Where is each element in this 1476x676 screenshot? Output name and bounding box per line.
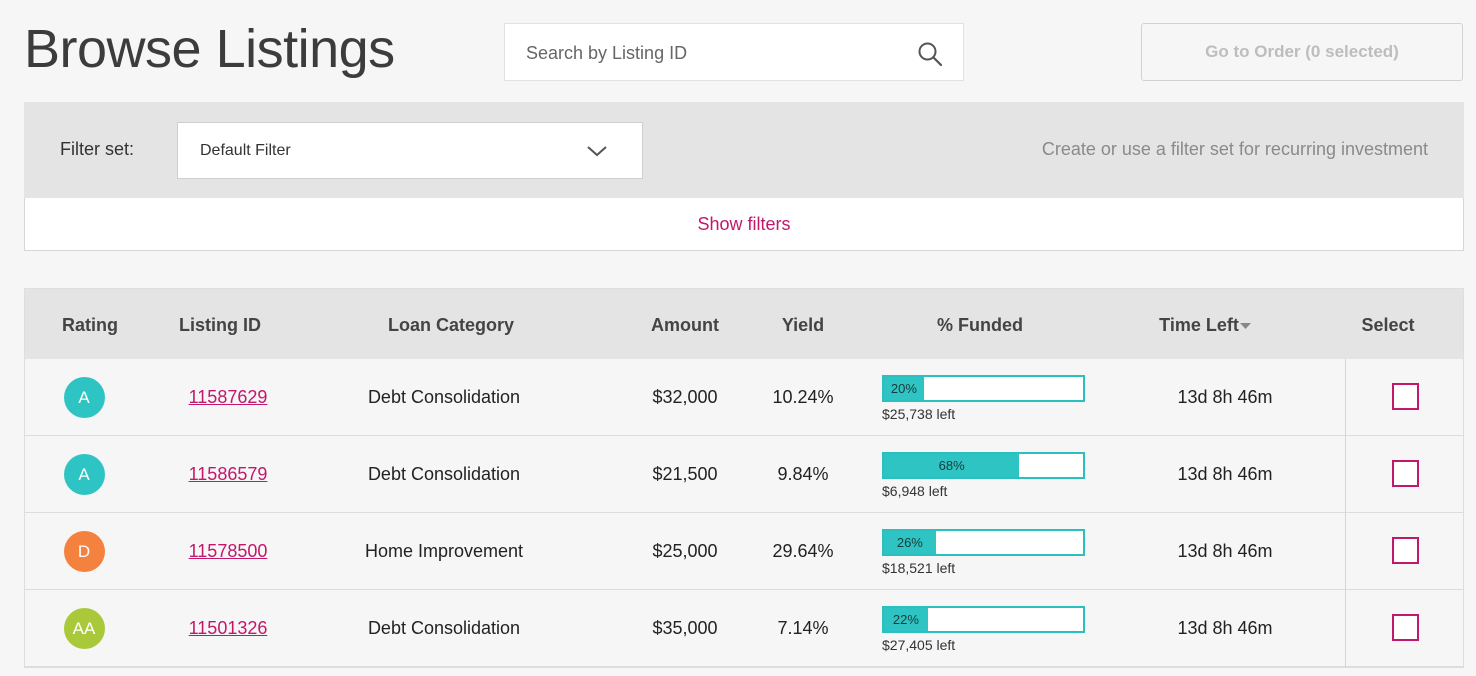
rating-badge: AA: [63, 608, 105, 649]
select-checkbox[interactable]: [1392, 383, 1419, 410]
search-icon[interactable]: [917, 41, 943, 67]
funded-progress-bar: 20%: [882, 375, 1085, 402]
column-header-listing-id[interactable]: Listing ID: [179, 315, 261, 335]
amount-left: $18,521 left: [882, 560, 956, 576]
funded-percent: 68%: [938, 458, 965, 473]
time-left-cell: 13d 8h 46m: [1177, 618, 1273, 638]
filter-set-dropdown[interactable]: Default Filter: [177, 122, 643, 179]
time-left-cell: 13d 8h 46m: [1177, 541, 1273, 561]
select-checkbox[interactable]: [1392, 537, 1419, 564]
time-left-cell: 13d 8h 46m: [1177, 387, 1273, 407]
funded-progress-fill: [884, 531, 937, 554]
listing-id-cell: 11578500: [165, 513, 291, 590]
table-row: AA 11501326 Debt Consolidation $35,000 7…: [25, 590, 1463, 667]
funded-progress-bar: 68%: [882, 452, 1085, 479]
sort-down-icon: [1239, 323, 1251, 330]
rating-cell: D: [25, 513, 143, 590]
rating-cell: A: [25, 436, 143, 513]
column-header-time-left: Time Left: [1159, 315, 1239, 335]
funded-cell: 26% $18,521 left: [882, 529, 1087, 576]
funded-percent: 26%: [896, 535, 923, 550]
loan-category-cell: Home Improvement: [364, 541, 524, 561]
rating-cell: AA: [25, 590, 143, 667]
funded-percent: 22%: [892, 612, 919, 627]
filter-set-value: Default Filter: [200, 142, 291, 159]
rating-label: AA: [72, 618, 96, 638]
amount-cell: $25,000: [652, 541, 718, 561]
listing-id-link[interactable]: 11587629: [188, 387, 268, 407]
amount-left: $25,738 left: [882, 406, 956, 422]
column-header-select: Select: [1361, 315, 1415, 335]
column-header-time-left-wrap[interactable]: Time Left: [1145, 289, 1265, 359]
listing-id-link[interactable]: 11501326: [188, 618, 268, 638]
time-left-cell: 13d 8h 46m: [1177, 464, 1273, 484]
column-header-funded[interactable]: % Funded: [937, 315, 1023, 335]
column-header-amount[interactable]: Amount: [651, 315, 719, 335]
filter-bar: Filter set: Default Filter Create or use…: [24, 102, 1464, 198]
filter-set-label: Filter set:: [60, 139, 135, 159]
yield-cell: 10.24%: [772, 387, 834, 407]
listing-id-link[interactable]: 11578500: [188, 541, 268, 561]
funded-progress-fill: [884, 377, 925, 400]
funded-progress-bar: 22%: [882, 606, 1085, 633]
listing-id-cell: 11586579: [165, 436, 291, 513]
funded-cell: 22% $27,405 left: [882, 606, 1087, 653]
funded-progress-fill: [884, 454, 1021, 477]
yield-cell: 29.64%: [772, 541, 834, 561]
amount-left: $6,948 left: [882, 483, 948, 499]
amount-cell: $21,500: [652, 464, 718, 484]
table-row: A 11586579 Debt Consolidation $21,500 9.…: [25, 436, 1463, 513]
select-checkbox[interactable]: [1392, 614, 1419, 641]
listing-id-cell: 11501326: [165, 590, 291, 667]
search-input[interactable]: [524, 24, 908, 82]
loan-category-cell: Debt Consolidation: [367, 618, 521, 638]
select-cell: [1345, 513, 1465, 590]
amount-cell: $35,000: [652, 618, 718, 638]
chevron-down-icon: [587, 146, 607, 157]
rating-label: A: [78, 387, 90, 407]
funded-percent: 20%: [890, 381, 917, 396]
page-title: Browse Listings: [24, 19, 395, 79]
amount-cell: $32,000: [652, 387, 718, 407]
loan-category-cell: Debt Consolidation: [367, 387, 521, 407]
select-cell: [1345, 436, 1465, 513]
column-header-loan-category[interactable]: Loan Category: [387, 315, 515, 335]
yield-cell: 9.84%: [777, 464, 829, 484]
table-row: A 11587629 Debt Consolidation $32,000 10…: [25, 359, 1463, 436]
loan-category-cell: Debt Consolidation: [367, 464, 521, 484]
go-to-order-button[interactable]: Go to Order (0 selected): [1141, 23, 1463, 81]
select-checkbox[interactable]: [1392, 460, 1419, 487]
table-row: D 11578500 Home Improvement $25,000 29.6…: [25, 513, 1463, 590]
table-header: Rating Listing ID Loan Category Amount Y…: [25, 289, 1463, 359]
funded-progress-bar: 26%: [882, 529, 1085, 556]
listing-id-cell: 11587629: [165, 359, 291, 436]
select-cell: [1345, 590, 1465, 667]
listings-table: Rating Listing ID Loan Category Amount Y…: [24, 288, 1464, 668]
rating-badge: A: [63, 454, 105, 495]
funded-cell: 68% $6,948 left: [882, 452, 1087, 499]
rating-cell: A: [25, 359, 143, 436]
listing-id-link[interactable]: 11586579: [188, 464, 268, 484]
funded-progress-fill: [884, 608, 929, 631]
column-header-yield[interactable]: Yield: [781, 315, 825, 335]
rating-label: A: [78, 464, 90, 484]
rating-badge: A: [63, 377, 105, 418]
column-header-rating[interactable]: Rating: [62, 315, 118, 335]
show-filters-link[interactable]: Show filters: [24, 198, 1464, 251]
yield-cell: 7.14%: [777, 618, 829, 638]
rating-badge: D: [63, 531, 105, 572]
select-cell: [1345, 359, 1465, 436]
amount-left: $27,405 left: [882, 637, 956, 653]
search-box[interactable]: [504, 23, 964, 82]
rating-label: D: [77, 541, 91, 561]
funded-cell: 20% $25,738 left: [882, 375, 1087, 422]
filter-hint: Create or use a filter set for recurring…: [1041, 139, 1428, 159]
